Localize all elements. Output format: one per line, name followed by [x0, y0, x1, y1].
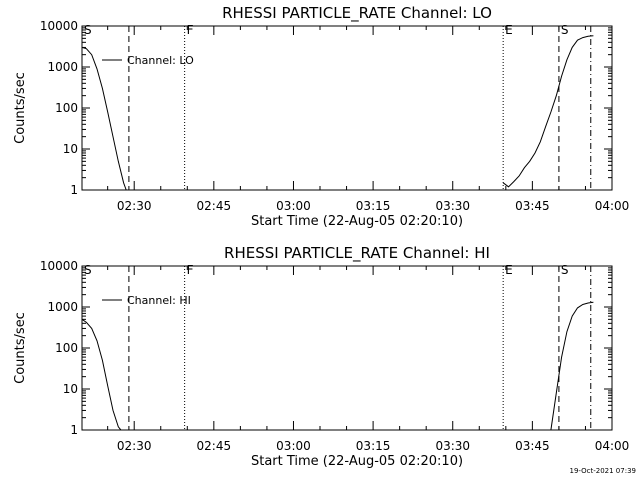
marker-label: S: [561, 23, 569, 37]
legend-label: Channel: HI: [127, 294, 191, 307]
timestamp: 19-Oct-2021 07:39: [570, 467, 636, 475]
y-tick-label: 10000: [40, 19, 78, 33]
x-tick-label: 02:45: [197, 199, 232, 213]
x-tick-label: 03:15: [356, 199, 391, 213]
y-tick-label: 1000: [47, 300, 78, 314]
legend-label: Channel: LO: [127, 54, 194, 67]
x-tick-label: 04:00: [595, 439, 630, 453]
x-tick-label: 02:45: [197, 439, 232, 453]
plot-frame: [81, 25, 613, 191]
y-tick-label: 100: [55, 101, 78, 115]
y-tick-label: 10000: [40, 259, 78, 273]
x-tick-label: 03:15: [356, 439, 391, 453]
x-tick-label: 03:00: [276, 439, 311, 453]
marker-label: E: [505, 23, 513, 37]
x-tick-label: 02:30: [117, 199, 152, 213]
marker-label: S: [84, 263, 92, 277]
x-tick-label: 03:30: [435, 439, 470, 453]
x-tick-label: 04:00: [595, 199, 630, 213]
y-tick-label: 10: [63, 142, 78, 156]
x-tick-label: 03:45: [515, 439, 550, 453]
series-line: [550, 301, 594, 431]
x-axis-label: Start Time (22-Aug-05 02:20:10): [251, 454, 463, 469]
marker-label: S: [84, 23, 92, 37]
chart-title: RHESSI PARTICLE_RATE Channel: LO: [222, 4, 492, 23]
chart-title: RHESSI PARTICLE_RATE Channel: HI: [224, 244, 490, 263]
y-axis-label: Counts/sec: [13, 312, 28, 384]
x-tick-label: 03:00: [276, 199, 311, 213]
marker-label: F: [187, 23, 194, 37]
x-tick-label: 03:30: [435, 199, 470, 213]
marker-label: F: [187, 263, 194, 277]
series-line: [81, 46, 127, 191]
y-tick-label: 1: [70, 423, 78, 437]
plot-frame: [81, 265, 613, 431]
x-axis-label: Start Time (22-Aug-05 02:20:10): [251, 214, 463, 229]
x-tick-label: 02:30: [117, 439, 152, 453]
marker-label: E: [505, 263, 513, 277]
y-tick-label: 1000: [47, 60, 78, 74]
y-tick-label: 1: [70, 183, 78, 197]
series-line: [502, 35, 594, 188]
y-tick-label: 100: [55, 341, 78, 355]
x-tick-label: 03:45: [515, 199, 550, 213]
series-line: [81, 318, 122, 431]
y-axis-label: Counts/sec: [13, 72, 28, 144]
marker-label: S: [561, 263, 569, 277]
y-tick-label: 10: [63, 382, 78, 396]
